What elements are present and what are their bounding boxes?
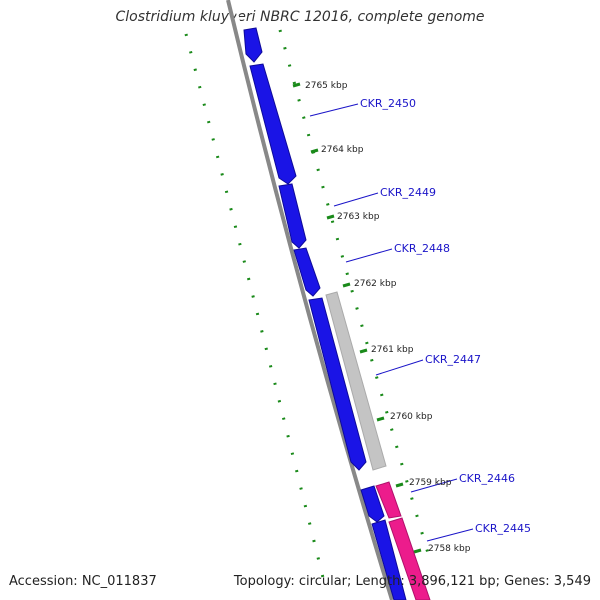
gene-name-labels: CKR_2450 CKR_2449 CKR_2448 CKR_2447 CKR_… — [360, 97, 531, 535]
gene-label[interactable]: CKR_2450 — [360, 97, 416, 110]
kbp-label: 2764 kbp — [321, 145, 364, 155]
gene-arrow — [278, 183, 307, 249]
kbp-label: 2761 kbp — [371, 345, 414, 355]
gene-leaders — [309, 103, 474, 542]
kbp-label: 2758 kbp — [428, 544, 471, 554]
gene-arrow — [249, 63, 297, 185]
gene-track-pink — [375, 481, 431, 600]
gene-arrow — [375, 481, 402, 519]
gene-label[interactable]: CKR_2445 — [475, 522, 531, 535]
kbp-label: 2759 kbp — [409, 478, 452, 488]
kbp-label: 2765 kbp — [305, 81, 348, 91]
gene-label[interactable]: CKR_2447 — [425, 353, 481, 366]
genome-backbone — [226, 0, 394, 600]
gene-label[interactable]: CKR_2449 — [380, 186, 436, 199]
kbp-label: 2760 kbp — [390, 412, 433, 422]
gene-arrow — [293, 247, 321, 297]
kbp-label: 2762 kbp — [354, 279, 397, 289]
gene-arrow — [371, 519, 407, 600]
gene-arrow — [360, 485, 385, 523]
gene-label[interactable]: CKR_2446 — [459, 472, 515, 485]
gene-arrow — [308, 297, 367, 471]
major-ticks — [292, 82, 422, 554]
map-title: Clostridium kluyveri NBRC 12016, complet… — [115, 9, 485, 25]
gene-label[interactable]: CKR_2448 — [394, 242, 450, 255]
gene-arrow — [388, 517, 431, 600]
gene-gray — [325, 291, 387, 471]
kbp-label: 2763 kbp — [337, 212, 380, 222]
gene-track-blue — [243, 27, 407, 600]
position-labels: 2765 kbp 2764 kbp 2763 kbp 2762 kbp 2761… — [305, 81, 471, 554]
accession-label: Accession: NC_011837 — [9, 574, 157, 589]
genome-summary: Topology: circular; Length: 3,896,121 bp… — [233, 574, 591, 589]
gene-arrow — [243, 27, 263, 63]
